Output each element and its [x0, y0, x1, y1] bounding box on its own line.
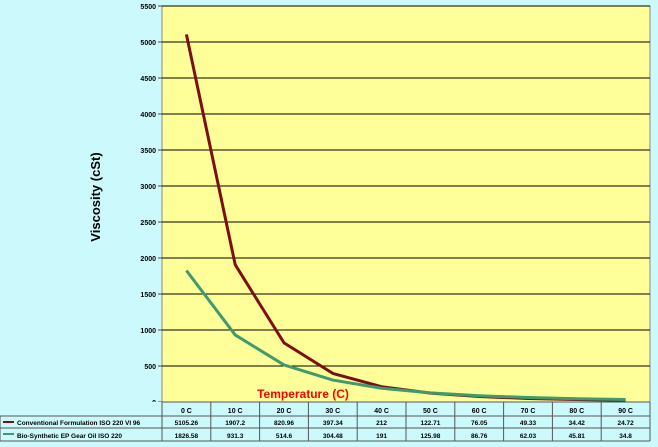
x-tick-label: 20 C [277, 408, 292, 415]
y-tick-label: 1000 [140, 328, 156, 335]
y-tick-label: 4000 [140, 112, 156, 119]
data-label: 34.42 [569, 420, 586, 427]
plot-area [161, 5, 651, 403]
data-label: 514.6 [276, 433, 293, 440]
x-tick-label: 0 C [181, 408, 192, 415]
y-tick-label: 3500 [140, 148, 156, 155]
data-label: 62.03 [520, 433, 537, 440]
data-label: 86.76 [471, 433, 488, 440]
x-tick-label: 40 C [374, 408, 389, 415]
data-label: 1907.2 [225, 420, 245, 427]
y-tick-label: 5500 [140, 4, 156, 11]
x-tick-label: 50 C [423, 408, 438, 415]
data-label: 45.81 [569, 433, 586, 440]
data-label: 1826.58 [175, 433, 199, 440]
data-table: 0 C 10 C 20 C 30 C 40 C 50 C 60 C 70 C 80 C 90 C C… [0, 401, 651, 442]
data-label: 397.34 [323, 420, 343, 427]
y-tick-label: 2500 [140, 220, 156, 227]
data-label: 820.96 [274, 420, 294, 427]
data-label: 212 [376, 420, 387, 427]
data-label: 34.8 [619, 433, 632, 440]
data-label: 5105.26 [175, 420, 199, 427]
y-tick-label: 1500 [140, 292, 156, 299]
data-label: 24.72 [617, 420, 634, 427]
y-tick-label: 3000 [140, 184, 156, 191]
y-tick-label: 500 [144, 364, 156, 371]
y-axis-label: Viscosity (cSt) [88, 152, 103, 241]
y-tick-label: 4500 [140, 76, 156, 83]
data-label: 122.71 [420, 420, 440, 427]
x-tick-label: 10 C [228, 408, 243, 415]
x-tick-label: 30 C [325, 408, 340, 415]
x-tick-label: 90 C [618, 408, 633, 415]
x-axis-label: Temperature (C) [257, 387, 349, 401]
y-tick-label: 5000 [140, 40, 156, 47]
x-tick-label: 80 C [569, 408, 584, 415]
legend-label-2: Bio-Synthetic EP Gear Oil ISO 220 [17, 433, 122, 440]
data-label: 931.3 [227, 433, 244, 440]
gridlines [162, 5, 650, 367]
table-background [0, 402, 650, 441]
y-tick-label: 2000 [140, 256, 156, 263]
series-lines [184, 34, 626, 402]
x-tick-label: 70 C [521, 408, 536, 415]
data-label: 76.05 [471, 420, 488, 427]
data-label: 191 [376, 433, 387, 440]
y-axis-ticks: 0500100015002000250030003500400045005000… [140, 4, 162, 407]
data-label: 49.33 [520, 420, 537, 427]
data-label: 125.98 [420, 433, 440, 440]
x-tick-label: 60 C [472, 408, 487, 415]
legend-label-1: Conventional Formulation ISO 220 VI 96 [17, 420, 141, 427]
data-label: 304.48 [323, 433, 343, 440]
series-line-2 [185, 269, 626, 401]
